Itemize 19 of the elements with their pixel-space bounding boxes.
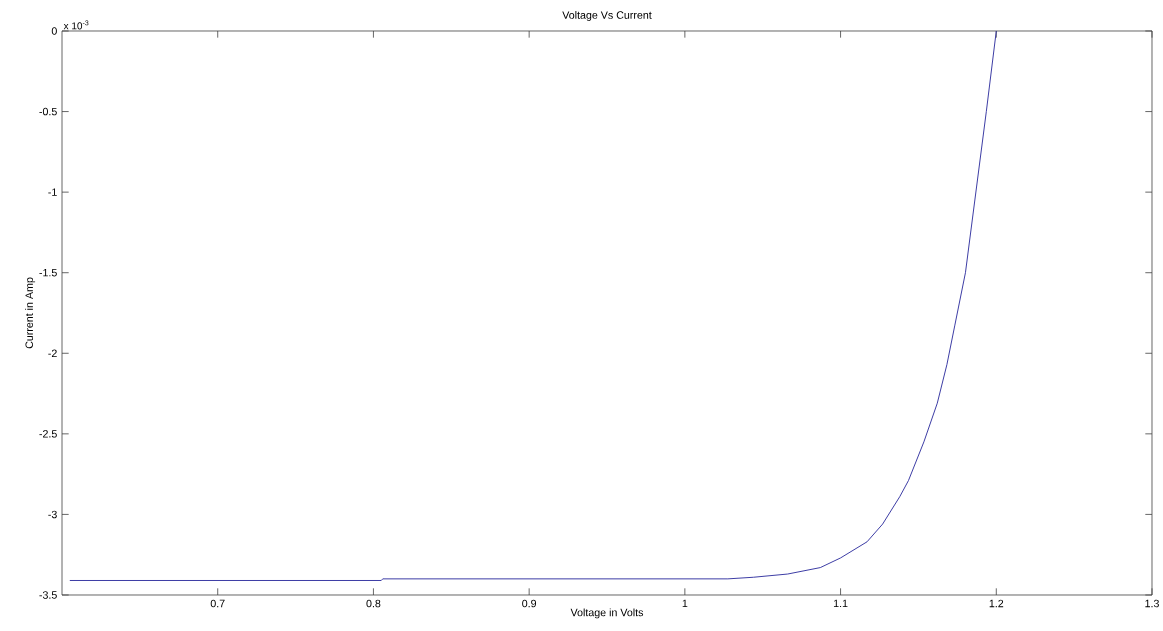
x-tick-label: 0.9: [522, 599, 537, 608]
y-tick-label: -0.5: [39, 107, 57, 116]
x-tick-label: 1.2: [989, 599, 1004, 608]
x-tick-label: 1.3: [1145, 599, 1159, 608]
y-axis-title: Current in Amp: [25, 277, 36, 349]
y-tick-label: -2: [48, 349, 57, 357]
y-tick-label: -1.5: [39, 268, 57, 277]
chart-title: Voltage Vs Current: [562, 11, 652, 21]
y-tick-label: -1: [48, 188, 57, 196]
x-tick-label: 0.8: [366, 599, 381, 608]
y-tick-label: -3.5: [39, 591, 57, 599]
x-axis-title: Voltage in Volts: [570, 608, 644, 619]
x-tick-label: 1.1: [833, 599, 848, 608]
x-tick-label: 1: [682, 599, 688, 608]
y-tick-label: -3: [48, 510, 57, 519]
x-tick-label: 0.7: [210, 599, 225, 608]
text: x 10$^{-3}$: [63, 20, 89, 30]
y-tick-label: -2.5: [39, 430, 57, 438]
y-tick-label: 0: [51, 27, 57, 35]
